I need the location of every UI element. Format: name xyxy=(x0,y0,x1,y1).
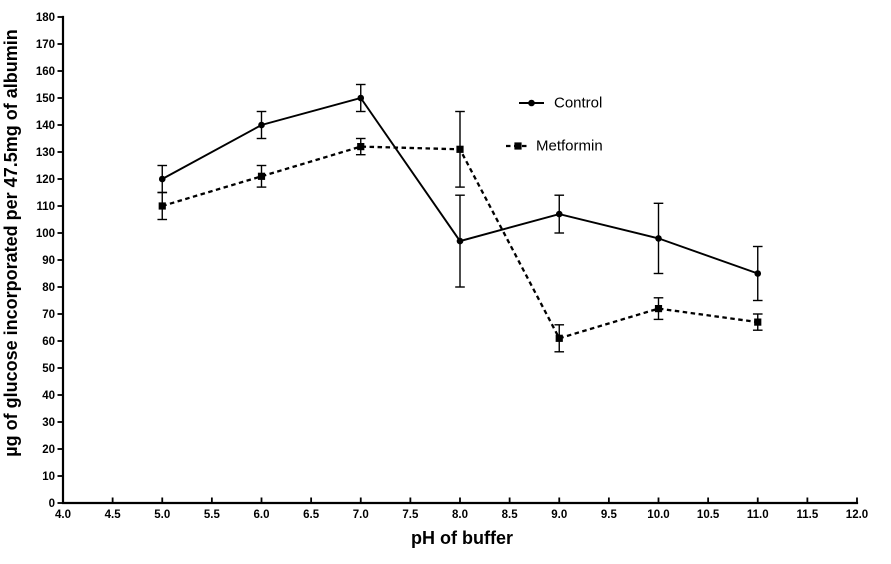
legend-label-metformin: Metformin xyxy=(536,138,603,155)
y-tick-label: 110 xyxy=(36,201,55,213)
y-tick-label: 30 xyxy=(42,417,55,429)
metformin-point-marker xyxy=(754,318,762,326)
plot-area: 4.0 4.5 5.0 5.5 6.0 6.5 7.0 7.5 8.0 8.5 9.0 9.5 10.0… xyxy=(36,12,868,521)
x-tick-label: 6.0 xyxy=(254,509,270,521)
metformin-point-marker xyxy=(357,143,365,151)
y-tick-label: 50 xyxy=(42,363,55,375)
x-tick-label: 8.5 xyxy=(502,509,519,521)
control-point-marker xyxy=(754,270,762,277)
legend-markers xyxy=(506,99,544,150)
control-point-marker xyxy=(456,237,464,245)
y-tick-label: 60 xyxy=(42,336,55,348)
control-point-marker xyxy=(555,210,563,218)
y-tick-label: 0 xyxy=(49,498,55,510)
x-tick-label: 5.0 xyxy=(154,509,170,521)
legend-control-marker xyxy=(528,99,535,107)
y-tick-label: 40 xyxy=(42,390,55,402)
y-tick-label: 10 xyxy=(42,471,55,483)
x-tick-label: 4.5 xyxy=(105,509,122,521)
x-tick-label: 7.5 xyxy=(402,509,419,521)
x-tick-label: 11.5 xyxy=(797,509,819,521)
x-tick-label: 12.0 xyxy=(846,509,868,521)
y-tick-label: 170 xyxy=(36,39,55,51)
y-tick-label: 90 xyxy=(42,255,55,267)
y-tick-label: 130 xyxy=(36,147,55,159)
control-point-marker xyxy=(258,121,265,129)
x-tick-label: 7.0 xyxy=(353,509,369,521)
y-tick-label: 80 xyxy=(42,282,55,294)
y-axis-title: µg of glucose incorporated per 47.5mg of… xyxy=(1,29,21,456)
metformin-point-marker xyxy=(555,334,563,342)
control-point-marker xyxy=(655,235,662,242)
y-tick-label: 160 xyxy=(36,66,55,78)
y-tick-label: 120 xyxy=(36,174,55,186)
x-tick-label: 10.5 xyxy=(697,509,720,521)
legend-label-control: Control xyxy=(554,95,602,112)
control-point-marker xyxy=(357,94,365,102)
x-axis-title: pH of buffer xyxy=(411,528,513,548)
metformin-point-marker xyxy=(257,172,266,180)
metformin-point-marker xyxy=(456,145,464,153)
x-tick-label: 9.5 xyxy=(601,509,618,521)
y-tick-label: 20 xyxy=(42,444,55,456)
x-tick-label: 10.0 xyxy=(647,509,669,521)
y-tick-label: 100 xyxy=(36,228,55,240)
y-tick-label: 70 xyxy=(42,309,55,321)
y-tick-label: 150 xyxy=(36,93,55,105)
y-tick-label: 140 xyxy=(36,120,55,132)
x-tick-label: 5.5 xyxy=(204,509,221,521)
metformin-point-marker xyxy=(158,202,166,210)
x-tick-label: 4.0 xyxy=(55,509,71,521)
x-tick-label: 9.0 xyxy=(551,509,567,521)
metformin-point-marker xyxy=(654,305,663,313)
legend: Control Metformin xyxy=(506,95,603,155)
legend-metformin-marker xyxy=(514,142,522,150)
x-tick-label: 8.0 xyxy=(452,509,468,521)
control-point-marker xyxy=(158,175,166,183)
y-tick-label: 180 xyxy=(36,12,55,24)
x-tick-label: 11.0 xyxy=(747,509,769,521)
x-tick-label: 6.5 xyxy=(303,509,320,521)
